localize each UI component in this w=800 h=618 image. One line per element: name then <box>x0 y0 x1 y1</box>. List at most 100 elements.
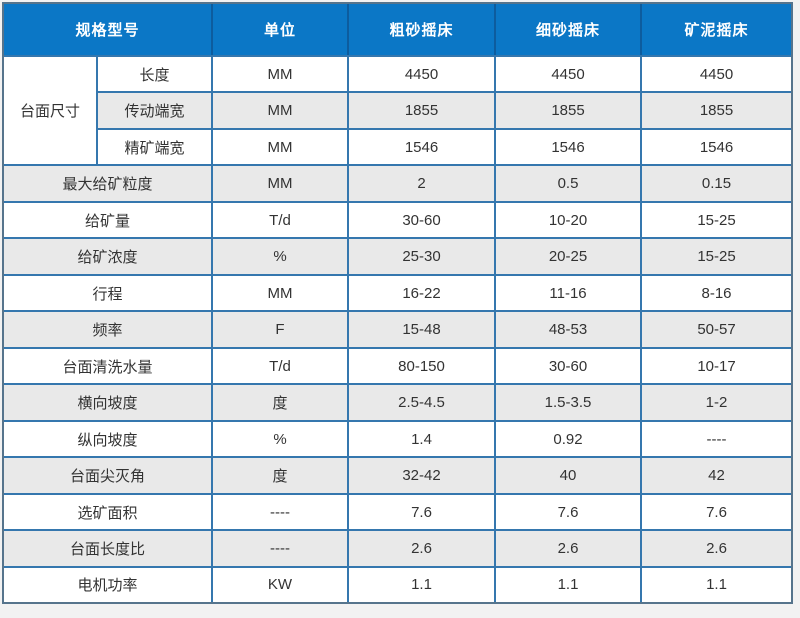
value-cell: 1.1 <box>640 565 792 602</box>
value-cell: 11-16 <box>494 273 643 313</box>
table-row: 最大给矿粒度 MM 2 0.5 0.15 <box>4 164 792 203</box>
value-cell: 1.1 <box>347 565 497 602</box>
table-row: 频率 F 15-48 48-53 50-57 <box>4 310 792 349</box>
row-label-cell: 频率 <box>4 310 214 349</box>
unit-cell: MM <box>211 91 350 130</box>
table-row: 给矿量 T/d 30-60 10-20 15-25 <box>4 200 792 240</box>
value-cell: 48-53 <box>494 310 643 349</box>
value-cell: 1855 <box>494 91 643 130</box>
table-row: 选矿面积 ---- 7.6 7.6 7.6 <box>4 492 792 532</box>
table-row: 行程 MM 16-22 11-16 8-16 <box>4 273 792 313</box>
table-row: 横向坡度度 2.5-4.5 1.5-3.5 1-2 <box>4 383 792 422</box>
value-cell: 7.6 <box>494 492 643 532</box>
unit-cell: MM <box>211 56 350 94</box>
value-cell: 1-2 <box>640 383 792 422</box>
value-cell: 1546 <box>494 127 643 167</box>
value-cell: 16-22 <box>347 273 497 313</box>
value-cell: 10-17 <box>640 346 792 386</box>
unit-cell: 度 <box>211 456 350 495</box>
value-cell: 4450 <box>494 56 643 94</box>
row-label-cell: 选矿面积 <box>4 492 214 532</box>
row-group-cell: 台面尺寸 <box>4 56 98 167</box>
table-row: 台面清洗水量 T/d 80-150 30-60 10-17 <box>4 346 792 386</box>
value-cell: 2.6 <box>640 529 792 568</box>
spec-table: 规格型号 单位 粗砂摇床 细砂摇床 矿泥摇床 台面尺寸 长度 MM 4450 4450 4450 传… <box>4 4 792 602</box>
value-cell: 15-48 <box>347 310 497 349</box>
spec-table-body: 台面尺寸 长度 MM 4450 4450 4450 传动端宽 MM 1855 1855 1855 精矿… <box>4 56 792 602</box>
header-cell-unit: 单位 <box>211 4 350 57</box>
header-cell-spec: 规格型号 <box>4 4 214 57</box>
header-cell-coarse: 粗砂摇床 <box>347 4 497 57</box>
value-cell: 15-25 <box>640 200 792 240</box>
value-cell: 20-25 <box>494 237 643 276</box>
row-label-cell: 电机功率 <box>4 565 214 602</box>
row-label-cell: 行程 <box>4 273 214 313</box>
value-cell: 0.92 <box>494 419 643 459</box>
spec-table-header: 规格型号 单位 粗砂摇床 细砂摇床 矿泥摇床 <box>4 4 792 57</box>
value-cell: 80-150 <box>347 346 497 386</box>
value-cell: 10-20 <box>494 200 643 240</box>
value-cell: 25-30 <box>347 237 497 276</box>
row-label-cell: 台面清洗水量 <box>4 346 214 386</box>
value-cell: 2.6 <box>347 529 497 568</box>
row-label-cell: 传动端宽 <box>97 91 214 130</box>
unit-cell: MM <box>211 273 350 313</box>
table-row: 精矿端宽 MM 1546 1546 1546 <box>4 127 792 167</box>
table-row: 给矿浓度% 25-30 20-25 15-25 <box>4 237 792 276</box>
row-label-cell: 精矿端宽 <box>97 127 214 167</box>
header-cell-slime: 矿泥摇床 <box>640 4 792 57</box>
value-cell: 8-16 <box>640 273 792 313</box>
value-cell: 32-42 <box>347 456 497 495</box>
row-label-cell: 给矿浓度 <box>4 237 214 276</box>
table-row: 台面尖灭角度 32-42 40 42 <box>4 456 792 495</box>
row-label-cell: 纵向坡度 <box>4 419 214 459</box>
value-cell: 1.4 <box>347 419 497 459</box>
value-cell: 1855 <box>640 91 792 130</box>
value-cell: 4450 <box>640 56 792 94</box>
spec-table-wrapper: 规格型号 单位 粗砂摇床 细砂摇床 矿泥摇床 台面尺寸 长度 MM 4450 4450 4450 传… <box>2 2 793 604</box>
unit-cell: MM <box>211 127 350 167</box>
header-cell-fine: 细砂摇床 <box>494 4 643 57</box>
row-label-cell: 台面长度比 <box>4 529 214 568</box>
unit-cell: T/d <box>211 346 350 386</box>
unit-cell: 度 <box>211 383 350 422</box>
value-cell: 50-57 <box>640 310 792 349</box>
value-cell: 2 <box>347 164 497 203</box>
value-cell: 30-60 <box>494 346 643 386</box>
unit-cell: ---- <box>211 529 350 568</box>
unit-cell: ---- <box>211 492 350 532</box>
value-cell: 1546 <box>640 127 792 167</box>
table-row: 电机功率 KW 1.1 1.1 1.1 <box>4 565 792 602</box>
unit-cell: % <box>211 419 350 459</box>
row-label-cell: 给矿量 <box>4 200 214 240</box>
row-label-cell: 台面尖灭角 <box>4 456 214 495</box>
value-cell: ---- <box>640 419 792 459</box>
value-cell: 40 <box>494 456 643 495</box>
unit-cell: T/d <box>211 200 350 240</box>
table-row: 台面尺寸 长度 MM 4450 4450 4450 <box>4 56 792 167</box>
unit-cell: MM <box>211 164 350 203</box>
unit-cell: F <box>211 310 350 349</box>
table-row: 传动端宽 MM 1855 1855 1855 <box>4 91 792 130</box>
value-cell: 2.5-4.5 <box>347 383 497 422</box>
row-label-cell: 横向坡度 <box>4 383 214 422</box>
value-cell: 2.6 <box>494 529 643 568</box>
table-row: 纵向坡度% 1.4 0.92 ---- <box>4 419 792 459</box>
row-label-cell: 最大给矿粒度 <box>4 164 214 203</box>
value-cell: 0.15 <box>640 164 792 203</box>
value-cell: 4450 <box>347 56 497 94</box>
header-row: 规格型号 单位 粗砂摇床 细砂摇床 矿泥摇床 <box>4 4 792 57</box>
value-cell: 1.1 <box>494 565 643 602</box>
value-cell: 7.6 <box>640 492 792 532</box>
value-cell: 1546 <box>347 127 497 167</box>
value-cell: 1.5-3.5 <box>494 383 643 422</box>
value-cell: 30-60 <box>347 200 497 240</box>
unit-cell: % <box>211 237 350 276</box>
table-row: 台面长度比 ---- 2.6 2.6 2.6 <box>4 529 792 568</box>
value-cell: 1855 <box>347 91 497 130</box>
value-cell: 0.5 <box>494 164 643 203</box>
value-cell: 42 <box>640 456 792 495</box>
value-cell: 7.6 <box>347 492 497 532</box>
value-cell: 15-25 <box>640 237 792 276</box>
